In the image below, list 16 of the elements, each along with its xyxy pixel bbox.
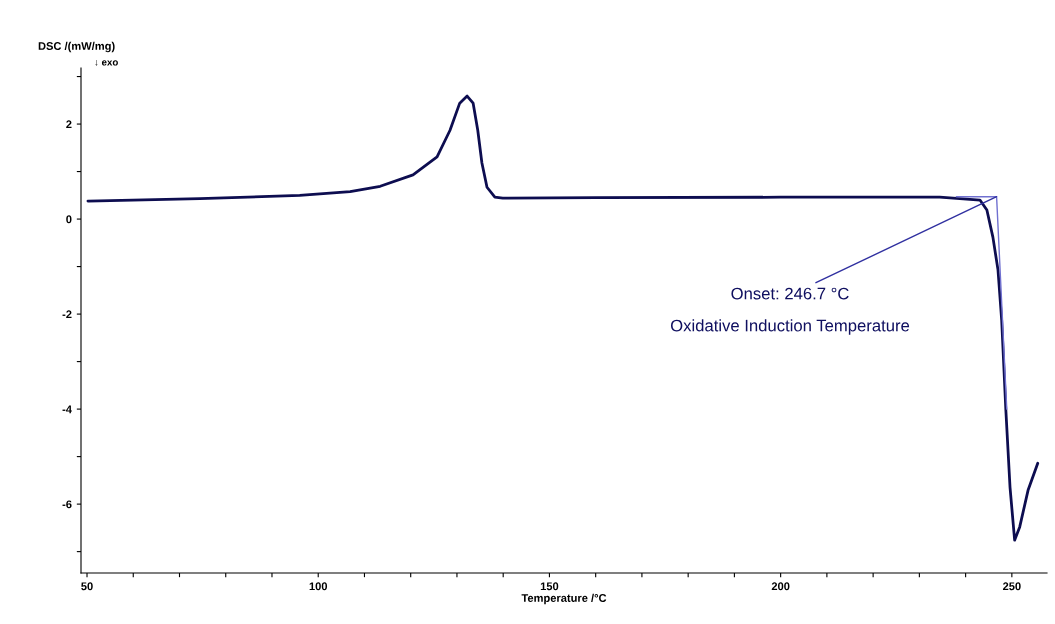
y-axis-title: DSC /(mW/mg): [38, 41, 115, 53]
line-series: [86, 94, 1040, 542]
y-tick-label: 0: [66, 215, 72, 224]
x-tick-label: 250: [1002, 582, 1021, 591]
x-tick-label: 100: [309, 582, 328, 591]
y-tick-label: 2: [66, 120, 72, 129]
x-axis-title: Temperature /°C: [521, 593, 607, 605]
x-tick-label: 150: [540, 582, 559, 591]
y-tick-label: -6: [62, 500, 72, 509]
x-tick-label: 50: [81, 582, 93, 591]
y-tick-label: -4: [62, 405, 72, 414]
x-tick-label: 200: [771, 582, 790, 591]
annotation: Onset: 246.7 °C: [731, 287, 849, 300]
y-tick-label: -2: [62, 310, 72, 319]
annotation: Oxidative Induction Temperature: [670, 319, 910, 335]
text: ↓ exo: [95, 60, 118, 66]
